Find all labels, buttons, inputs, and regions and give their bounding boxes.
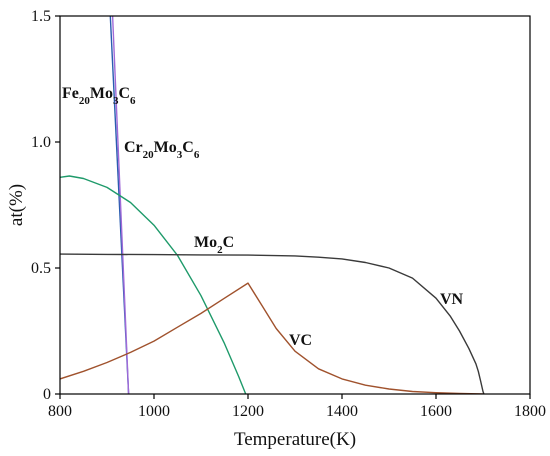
x-tick-label-3: 1400 [326, 403, 358, 420]
y-tick-label-2: 1.0 [31, 134, 51, 151]
x-tick-label-4: 1600 [420, 403, 452, 420]
y-tick-label-0: 0 [43, 386, 51, 403]
y-tick-label-3: 1.5 [31, 8, 51, 25]
x-tick-label-2: 1200 [232, 403, 264, 420]
x-tick-label-1: 1000 [138, 403, 170, 420]
y-ticks: 0 0.5 1.0 1.5 [31, 8, 60, 403]
x-ticks: 800 1000 1200 1400 1600 1800 [48, 394, 546, 420]
series-line-2 [60, 175, 247, 394]
series-label-cr20mo3c6: Cr20Mo3C6 [124, 139, 200, 161]
curves-layer [60, 16, 485, 394]
series-line-1 [111, 16, 130, 394]
series-label-vn: VN [440, 291, 464, 308]
x-tick-label-0: 800 [48, 403, 72, 420]
series-line-4 [60, 253, 485, 394]
plot-frame [59, 15, 531, 395]
axes-layer [59, 15, 531, 395]
series-label-vc: VC [289, 332, 312, 349]
series-label-fe20mo3c6: Fe20Mo3C6 [62, 85, 136, 107]
series-label-mo2c: Mo2C [194, 234, 234, 256]
x-axis-title: Temperature(K) [234, 429, 356, 450]
x-tick-label-5: 1800 [514, 403, 546, 420]
series-line-3 [60, 282, 484, 394]
y-axis-title: at(%) [6, 184, 27, 226]
y-tick-label-1: 0.5 [31, 260, 51, 277]
